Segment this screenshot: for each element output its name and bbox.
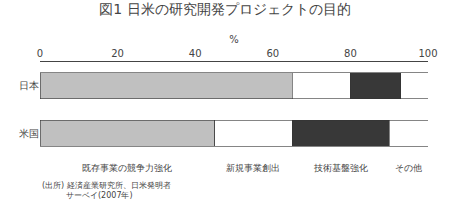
svg-text:0: 0 bbox=[37, 48, 43, 59]
svg-text:40: 40 bbox=[189, 48, 202, 59]
svg-text:100: 100 bbox=[418, 48, 437, 59]
svg-text:米国: 米国 bbox=[19, 128, 39, 139]
svg-text:80: 80 bbox=[344, 48, 357, 59]
svg-text:%: % bbox=[229, 34, 239, 45]
svg-text:新規事業創出: 新規事業創出 bbox=[226, 163, 280, 173]
svg-text:日本: 日本 bbox=[19, 80, 39, 91]
svg-text:60: 60 bbox=[266, 48, 279, 59]
svg-text:(出所) 経済産業研究所、日米発明者 サーベイ(2007: (出所) 経済産業研究所、日米発明者 サーベイ(2007年) bbox=[42, 181, 171, 200]
svg-text:図1 日米の研究開発プロジェクトの目的: 図1 日米の研究開発プロジェクトの目的 bbox=[99, 1, 350, 17]
svg-text:技術基盤強化: 技術基盤強化 bbox=[313, 163, 368, 173]
svg-text:20: 20 bbox=[111, 48, 124, 59]
svg-text:既存事業の競争力強化: 既存事業の競争力強化 bbox=[82, 163, 172, 173]
svg-text:その他: その他 bbox=[395, 163, 422, 173]
